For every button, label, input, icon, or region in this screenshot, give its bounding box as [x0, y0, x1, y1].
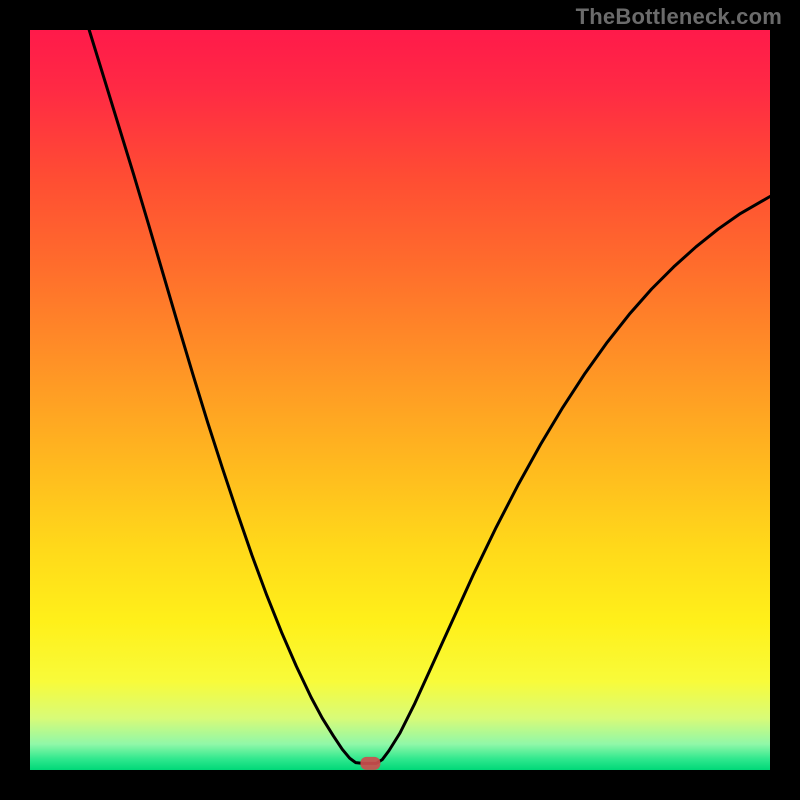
bottleneck-chart	[0, 0, 800, 800]
watermark-text: TheBottleneck.com	[576, 4, 782, 30]
chart-container: TheBottleneck.com	[0, 0, 800, 800]
plot-background	[30, 30, 770, 770]
minimum-marker	[360, 757, 380, 770]
